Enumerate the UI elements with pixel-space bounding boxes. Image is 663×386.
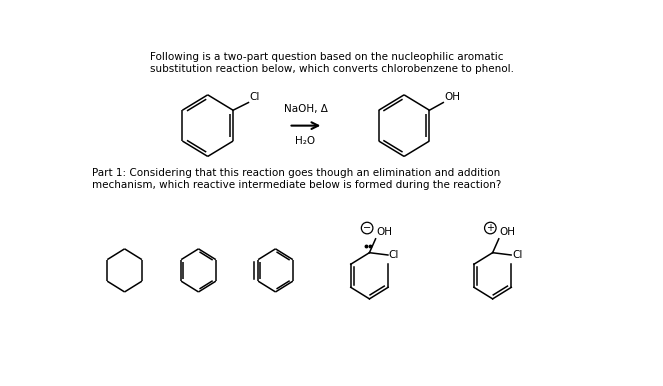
Text: OH: OH <box>444 92 460 102</box>
Text: −: − <box>363 223 371 233</box>
Text: OH: OH <box>377 227 392 237</box>
Text: +: + <box>487 223 495 233</box>
Text: NaOH, Δ: NaOH, Δ <box>284 104 328 114</box>
Text: H₂O: H₂O <box>296 135 316 146</box>
Text: OH: OH <box>499 227 516 237</box>
Text: Cl: Cl <box>389 250 399 260</box>
Text: Following is a two-part question based on the nucleophilic aromatic
substitution: Following is a two-part question based o… <box>150 52 514 74</box>
Text: Cl: Cl <box>512 250 522 260</box>
Text: Part 1: Considering that this reaction goes though an elimination and addition
m: Part 1: Considering that this reaction g… <box>92 168 502 190</box>
Text: Cl: Cl <box>249 92 260 102</box>
